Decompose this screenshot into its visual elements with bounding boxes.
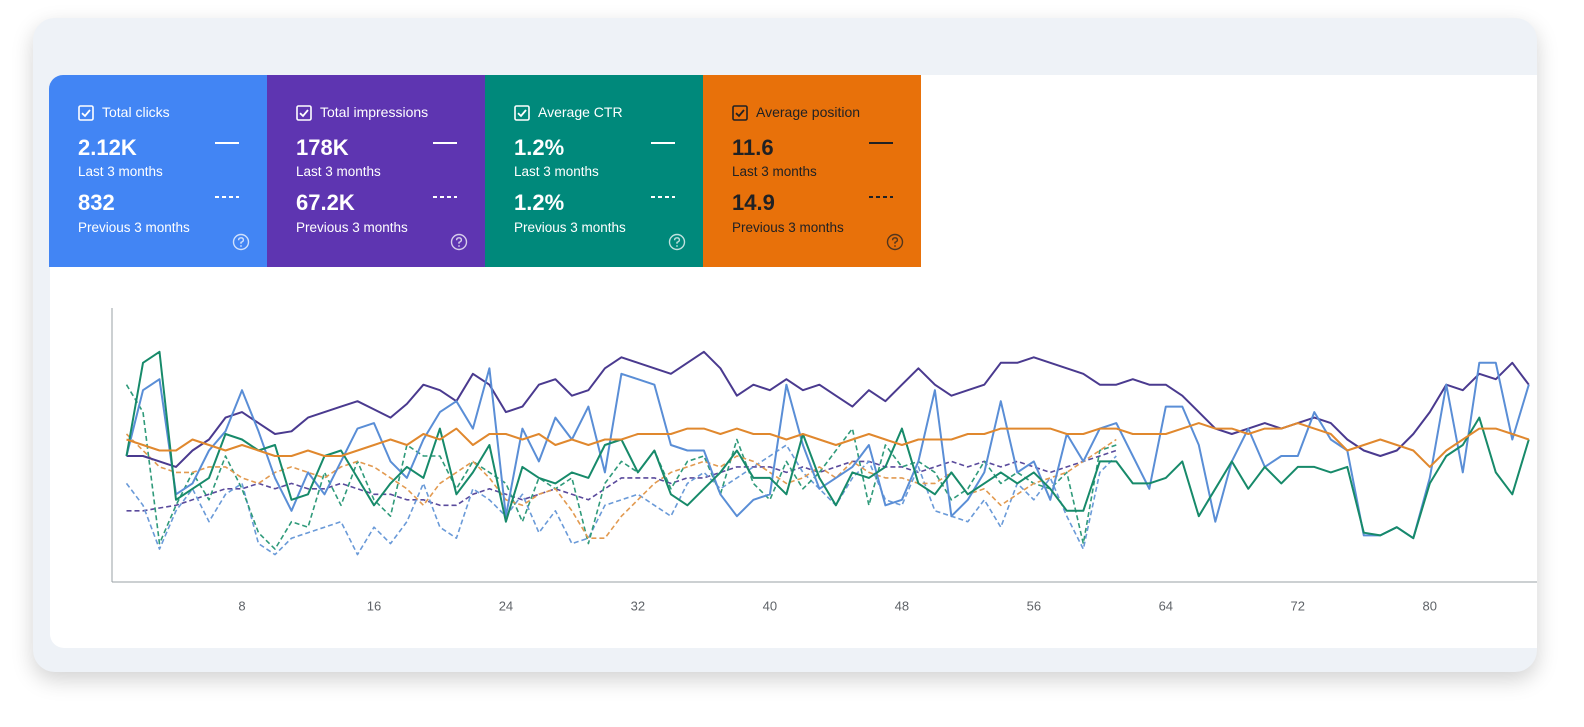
previous-period-line bbox=[125, 384, 1117, 550]
solid-line-icon bbox=[651, 142, 675, 144]
current-period: Last 3 months bbox=[296, 164, 381, 179]
current-value: 178K bbox=[296, 135, 349, 160]
solid-line-icon bbox=[869, 142, 893, 144]
dashed-line-icon bbox=[869, 196, 893, 198]
x-tick-label: 72 bbox=[1291, 598, 1305, 613]
checkbox[interactable] bbox=[732, 105, 748, 121]
help-icon[interactable] bbox=[886, 233, 904, 251]
previous-value: 14.9 bbox=[732, 190, 775, 215]
checkbox[interactable] bbox=[514, 105, 530, 121]
dashed-line-icon bbox=[215, 196, 239, 198]
previous-value: 832 bbox=[78, 190, 115, 215]
dashed-line-icon bbox=[433, 196, 457, 198]
help-icon[interactable] bbox=[232, 233, 250, 251]
previous-value: 1.2% bbox=[514, 190, 565, 215]
x-tick-label: 80 bbox=[1423, 598, 1437, 613]
solid-line-icon bbox=[215, 142, 239, 144]
current-period-line bbox=[126, 422, 1530, 468]
x-tick-label: 56 bbox=[1027, 598, 1041, 613]
metric-card[interactable]: Total clicks 2.12K Last 3 months 832 Previou… bbox=[49, 75, 267, 267]
previous-period: Previous 3 months bbox=[296, 220, 408, 235]
current-value: 2.12K bbox=[78, 135, 137, 160]
current-period-line bbox=[126, 350, 1530, 468]
previous-period-line bbox=[125, 433, 1117, 539]
help-icon[interactable] bbox=[668, 233, 686, 251]
current-period-line bbox=[125, 361, 1530, 540]
card-label: Total clicks bbox=[102, 104, 170, 120]
solid-line-icon bbox=[433, 142, 457, 144]
plot-area bbox=[125, 350, 1530, 556]
previous-period: Previous 3 months bbox=[514, 220, 626, 235]
card-label: Average position bbox=[756, 104, 861, 120]
metric-card[interactable]: Average position 11.6 Last 3 months 14.9 Pre… bbox=[703, 75, 921, 267]
checkbox[interactable] bbox=[296, 105, 312, 121]
checkbox[interactable] bbox=[78, 105, 94, 121]
previous-value: 67.2K bbox=[296, 190, 355, 215]
x-tick-label: 40 bbox=[763, 598, 777, 613]
current-period: Last 3 months bbox=[732, 164, 817, 179]
metric-card[interactable]: Average CTR 1.2% Last 3 months 1.2% Previous… bbox=[485, 75, 703, 267]
x-tick-label: 48 bbox=[895, 598, 909, 613]
x-tick-label: 24 bbox=[499, 598, 513, 613]
metric-card[interactable]: Total impressions 178K Last 3 months 67.2K P… bbox=[267, 75, 485, 267]
previous-period-line bbox=[126, 449, 1117, 512]
help-icon[interactable] bbox=[450, 233, 468, 251]
current-period-line bbox=[125, 350, 1530, 540]
card-label: Total impressions bbox=[320, 104, 429, 120]
current-period: Last 3 months bbox=[78, 164, 163, 179]
current-value: 11.6 bbox=[732, 135, 774, 160]
x-tick-label: 64 bbox=[1159, 598, 1173, 613]
previous-period: Previous 3 months bbox=[732, 220, 844, 235]
card-label: Average CTR bbox=[538, 104, 623, 120]
current-value: 1.2% bbox=[514, 135, 565, 160]
dashed-line-icon bbox=[651, 196, 675, 198]
x-tick-label: 32 bbox=[631, 598, 645, 613]
current-period: Last 3 months bbox=[514, 164, 599, 179]
previous-period: Previous 3 months bbox=[78, 220, 190, 235]
x-tick-label: 16 bbox=[367, 598, 381, 613]
x-tick-label: 8 bbox=[238, 598, 245, 613]
